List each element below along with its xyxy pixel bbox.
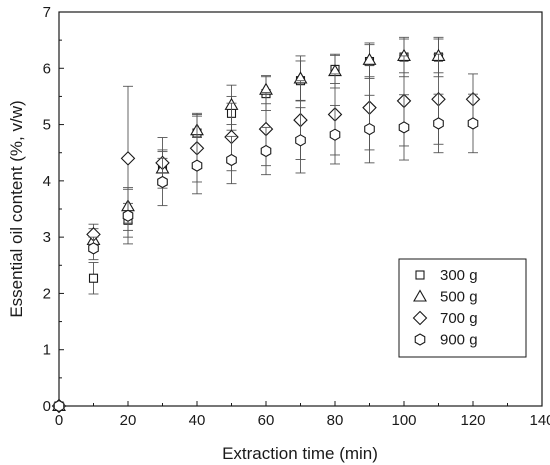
x-tick-label: 20 xyxy=(120,412,137,429)
y-tick-label: 1 xyxy=(43,342,51,359)
legend-marker-triangle xyxy=(413,289,427,302)
x-tick-label: 0 xyxy=(55,412,63,429)
series-700-g xyxy=(51,53,481,414)
legend-marker-hexagon xyxy=(414,333,426,346)
legend: 300 g 500 g 700 g 900 g xyxy=(398,258,527,358)
series-900-g xyxy=(53,93,479,413)
x-axis-title: Extraction time (min) xyxy=(222,444,378,463)
data-point xyxy=(157,175,168,189)
y-tick-label: 4 xyxy=(43,173,51,190)
x-tick-label: 140 xyxy=(529,412,550,429)
y-tick-label: 5 xyxy=(43,117,51,134)
data-point xyxy=(433,117,444,130)
data-point xyxy=(226,153,237,167)
legend-marker-square xyxy=(415,270,425,280)
data-point xyxy=(295,134,306,147)
data-point xyxy=(88,273,99,283)
y-tick-label: 7 xyxy=(43,4,51,21)
x-tick-label: 60 xyxy=(258,412,275,429)
data-point xyxy=(53,399,65,413)
y-axis-ticks: 0 1 2 3 4 5 6 7 xyxy=(43,4,64,415)
y-tick-label: 3 xyxy=(43,229,51,246)
data-point xyxy=(191,159,203,172)
data-point xyxy=(120,151,136,166)
legend-label: 700 g xyxy=(440,310,478,327)
plot-marks xyxy=(51,36,481,414)
x-tick-label: 80 xyxy=(327,412,344,429)
data-point xyxy=(362,52,377,65)
data-point xyxy=(122,209,134,222)
x-tick-label: 100 xyxy=(391,412,416,429)
data-point xyxy=(467,117,479,130)
x-axis-ticks: 0 20 40 60 80 100 120 140 xyxy=(55,401,550,429)
series-500-g xyxy=(52,38,446,412)
data-point xyxy=(329,128,341,141)
legend-label: 900 g xyxy=(440,332,478,349)
y-tick-label: 2 xyxy=(43,285,51,302)
y-tick-label: 6 xyxy=(43,60,51,77)
legend-marker-diamond xyxy=(412,310,428,326)
data-point xyxy=(88,242,99,255)
data-point xyxy=(260,144,272,158)
legend-label: 300 g xyxy=(440,267,478,284)
data-point xyxy=(398,121,410,134)
data-point xyxy=(364,122,375,136)
legend-label: 500 g xyxy=(440,289,478,306)
y-tick-label: 0 xyxy=(43,398,51,415)
y-axis-title: Essential oil content (%, v/w) xyxy=(7,100,26,317)
series-300-g xyxy=(54,36,444,411)
x-tick-label: 120 xyxy=(460,412,485,429)
x-tick-label: 40 xyxy=(189,412,206,429)
